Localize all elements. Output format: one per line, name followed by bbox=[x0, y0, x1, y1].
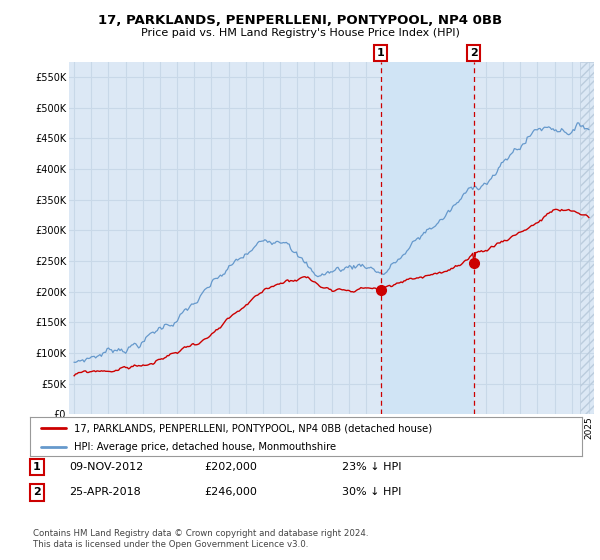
Text: 17, PARKLANDS, PENPERLLENI, PONTYPOOL, NP4 0BB: 17, PARKLANDS, PENPERLLENI, PONTYPOOL, N… bbox=[98, 14, 502, 27]
Text: Price paid vs. HM Land Registry's House Price Index (HPI): Price paid vs. HM Land Registry's House … bbox=[140, 28, 460, 38]
Bar bbox=[381, 62, 474, 414]
Text: 2: 2 bbox=[470, 48, 478, 58]
Text: £202,000: £202,000 bbox=[204, 462, 257, 472]
Text: £246,000: £246,000 bbox=[204, 487, 257, 497]
Text: 1: 1 bbox=[377, 48, 385, 58]
Text: 09-NOV-2012: 09-NOV-2012 bbox=[69, 462, 143, 472]
Text: 17, PARKLANDS, PENPERLLENI, PONTYPOOL, NP4 0BB (detached house): 17, PARKLANDS, PENPERLLENI, PONTYPOOL, N… bbox=[74, 423, 432, 433]
Text: 30% ↓ HPI: 30% ↓ HPI bbox=[342, 487, 401, 497]
Text: 23% ↓ HPI: 23% ↓ HPI bbox=[342, 462, 401, 472]
Text: 2: 2 bbox=[33, 487, 41, 497]
Text: 25-APR-2018: 25-APR-2018 bbox=[69, 487, 141, 497]
Text: Contains HM Land Registry data © Crown copyright and database right 2024.
This d: Contains HM Land Registry data © Crown c… bbox=[33, 529, 368, 549]
Text: HPI: Average price, detached house, Monmouthshire: HPI: Average price, detached house, Monm… bbox=[74, 442, 336, 451]
Text: 1: 1 bbox=[33, 462, 41, 472]
